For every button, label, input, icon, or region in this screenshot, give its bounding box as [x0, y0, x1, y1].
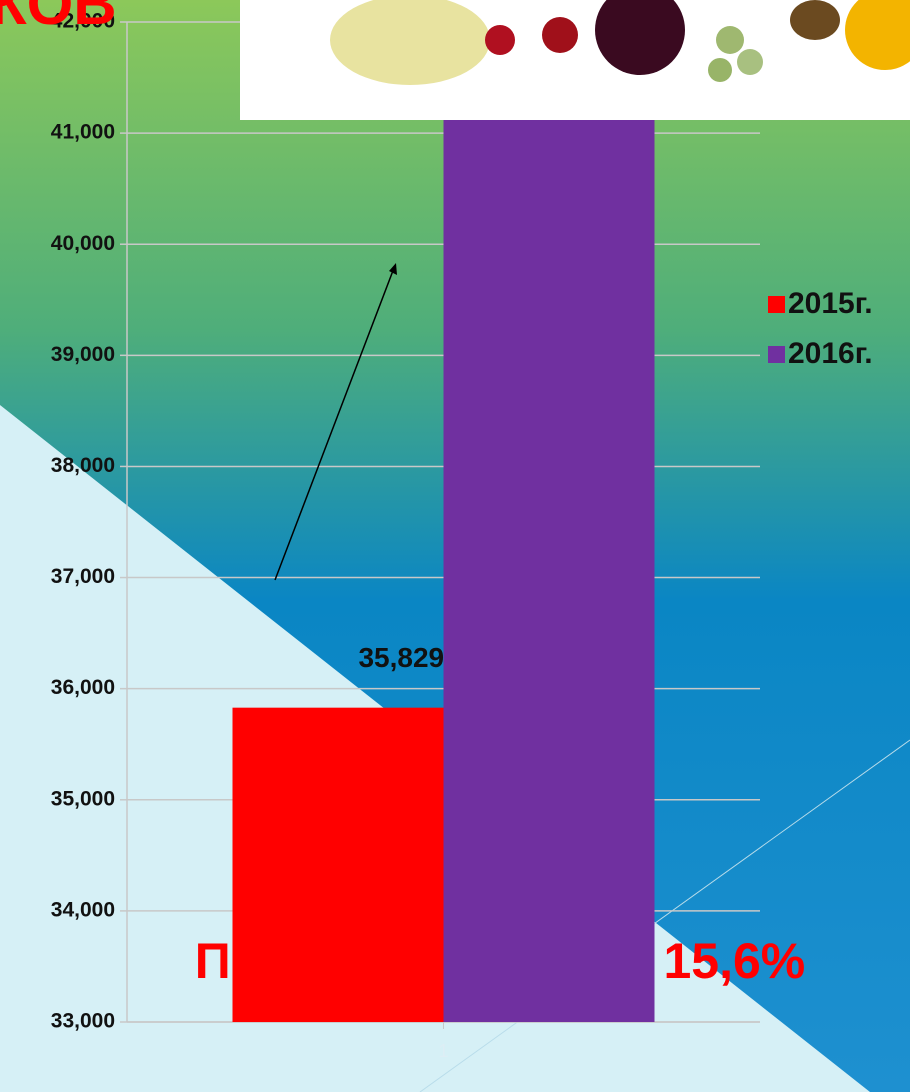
bar: [232, 707, 444, 1022]
y-tick-label: 42,000: [51, 10, 115, 33]
legend-label: 2016г.: [788, 337, 873, 370]
legend-swatch: [768, 346, 785, 363]
y-tick-label: 41,000: [51, 121, 115, 144]
y-tick-label: 39,000: [51, 343, 115, 366]
y-tick-label: 33,000: [51, 1010, 115, 1033]
y-tick-label: 37,000: [51, 565, 115, 588]
legend-swatch: [768, 296, 785, 313]
arrow: [274, 267, 395, 581]
y-tick-label: 35,000: [51, 787, 115, 810]
slide-title: КОВ: [0, 0, 117, 37]
legend-label: 2015г.: [788, 287, 873, 320]
data-label: 35,829: [358, 642, 444, 673]
plot-area: 33,000 34,000 35,000 36,000 37,000 38,000 39,0…: [51, 10, 806, 1061]
decor-line: [419, 739, 910, 1092]
x-tick-label: 1: [438, 1041, 448, 1061]
arrow-head: [389, 263, 397, 275]
y-tick-label: 36,000: [51, 676, 115, 699]
bar: [443, 86, 655, 1022]
y-tick-label: 40,000: [51, 232, 115, 255]
fruit-image: [240, 0, 910, 120]
y-tick-label: 38,000: [51, 454, 115, 477]
y-tick-label: 34,000: [51, 898, 115, 921]
